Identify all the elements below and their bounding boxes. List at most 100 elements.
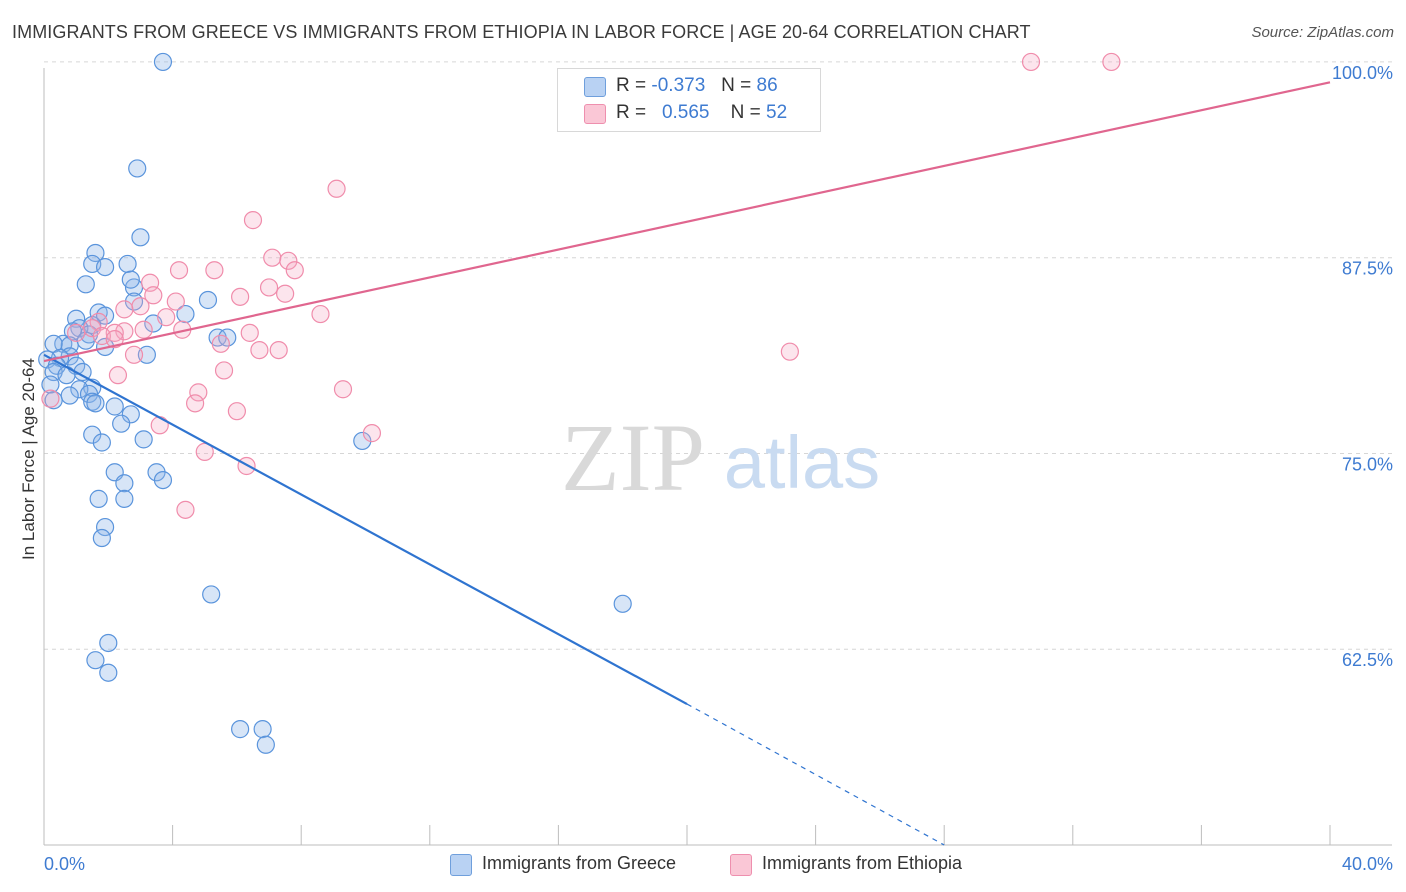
- greece-point: [131, 228, 150, 247]
- ethiopia-point: [214, 361, 234, 380]
- greece-legend-label: Immigrants from Greece: [482, 853, 677, 873]
- ethiopia-point: [263, 248, 282, 267]
- greece-n-label: N =: [721, 75, 752, 96]
- greece-point: [92, 433, 111, 452]
- greece-trend-line: [43, 353, 688, 706]
- greece-point: [613, 594, 632, 613]
- ethiopia-r-value: 0.565: [661, 102, 710, 123]
- ethiopia-point: [1102, 52, 1121, 72]
- y-tick-label: 75.0%: [1342, 454, 1393, 474]
- watermark-zip: ZIP: [561, 404, 705, 511]
- ethiopia-point: [108, 366, 128, 385]
- ethiopia-point: [231, 287, 250, 306]
- ethiopia-point: [131, 297, 150, 316]
- ethiopia-point: [157, 308, 176, 327]
- ethiopia-point: [176, 500, 195, 519]
- greece-point: [202, 585, 221, 604]
- greece-point: [256, 735, 275, 754]
- ethiopia-point: [134, 320, 153, 339]
- ethiopia-point: [144, 286, 163, 305]
- ethiopia-point: [105, 330, 124, 349]
- ethiopia-point: [243, 211, 263, 230]
- greece-point: [121, 270, 140, 289]
- ethiopia-point: [227, 402, 246, 421]
- y-tick-label: 100.0%: [1332, 63, 1393, 83]
- ethiopia-trend-line: [43, 81, 1331, 363]
- greece-n-value: 86: [756, 75, 778, 96]
- greece-point: [253, 720, 272, 739]
- ethiopia-point: [67, 323, 86, 342]
- ethiopia-n-label: N =: [730, 102, 761, 123]
- ethiopia-point: [41, 389, 60, 408]
- ethiopia-point: [169, 261, 189, 280]
- greece-r-label: R =: [616, 75, 647, 96]
- ethiopia-n-value: 52: [766, 102, 788, 123]
- greece-point: [198, 290, 218, 310]
- greece-point: [99, 633, 118, 653]
- ethiopia-point: [186, 394, 205, 413]
- ethiopia-point: [279, 251, 298, 270]
- ethiopia-point: [195, 442, 214, 461]
- ethiopia-legend-swatch: [730, 854, 752, 876]
- greece-trend-extension: [686, 703, 945, 846]
- ethiopia-point: [166, 292, 185, 311]
- greece-point: [60, 386, 79, 405]
- greece-point: [115, 474, 134, 493]
- ethiopia-point: [1021, 52, 1041, 72]
- greece-point: [99, 663, 118, 682]
- ethiopia-point: [780, 342, 799, 361]
- ethiopia-point: [205, 261, 224, 280]
- zipatlas-watermark: ZIP atlas: [561, 404, 880, 511]
- ethiopia-point: [150, 416, 169, 435]
- x-tick-label-min: 0.0%: [44, 854, 85, 874]
- ethiopia-swatch: [584, 104, 606, 124]
- greece-point: [86, 394, 105, 413]
- greece-point: [86, 243, 105, 263]
- ethiopia-point: [211, 334, 230, 353]
- greece-point: [231, 720, 250, 739]
- y-tick-label: 62.5%: [1342, 650, 1393, 670]
- series-legend: Immigrants from Greece Immigrants from E…: [0, 852, 1406, 878]
- greece-point: [118, 254, 137, 274]
- ethiopia-point: [189, 383, 208, 402]
- greece-point: [153, 470, 173, 490]
- y-axis-label: In Labor Force | Age 20-64: [19, 358, 38, 560]
- ethiopia-point: [333, 380, 353, 399]
- greece-point: [76, 275, 95, 294]
- greece-point: [70, 380, 89, 399]
- ethiopia-point: [250, 340, 269, 360]
- chart-title: IMMIGRANTS FROM GREECE VS IMMIGRANTS FRO…: [12, 22, 1031, 42]
- ethiopia-point: [124, 345, 144, 364]
- greece-point: [137, 345, 156, 364]
- greece-point: [176, 304, 195, 324]
- greece-point: [105, 397, 124, 416]
- ethiopia-point: [269, 340, 288, 360]
- greece-swatch: [584, 77, 606, 97]
- watermark-atlas: atlas: [724, 421, 880, 504]
- greece-legend-swatch: [450, 854, 472, 876]
- ethiopia-point: [285, 261, 304, 280]
- greece-point: [86, 651, 105, 670]
- greece-point: [153, 52, 173, 72]
- ethiopia-point: [259, 278, 279, 297]
- greece-point: [95, 517, 115, 537]
- ethiopia-point: [327, 179, 346, 198]
- greece-point: [134, 430, 153, 449]
- ethiopia-point: [276, 284, 295, 303]
- ethiopia-point: [311, 304, 330, 324]
- ethiopia-point: [362, 424, 382, 443]
- greece-point: [115, 489, 134, 508]
- greece-r-value: -0.373: [651, 75, 706, 96]
- greece-point: [95, 257, 115, 277]
- ethiopia-point: [115, 300, 134, 319]
- greece-point: [41, 375, 60, 394]
- greece-point: [112, 414, 131, 433]
- x-tick-label-max: 40.0%: [1342, 854, 1393, 874]
- ethiopia-r-label: R =: [616, 102, 647, 123]
- stats-legend: R = -0.373 N = 86 R = 0.565 N = 52: [557, 68, 821, 132]
- y-tick-label: 87.5%: [1342, 259, 1393, 279]
- greece-point: [121, 405, 140, 424]
- source-credit: Source: ZipAtlas.com: [1251, 24, 1394, 41]
- ethiopia-legend-label: Immigrants from Ethiopia: [762, 853, 963, 873]
